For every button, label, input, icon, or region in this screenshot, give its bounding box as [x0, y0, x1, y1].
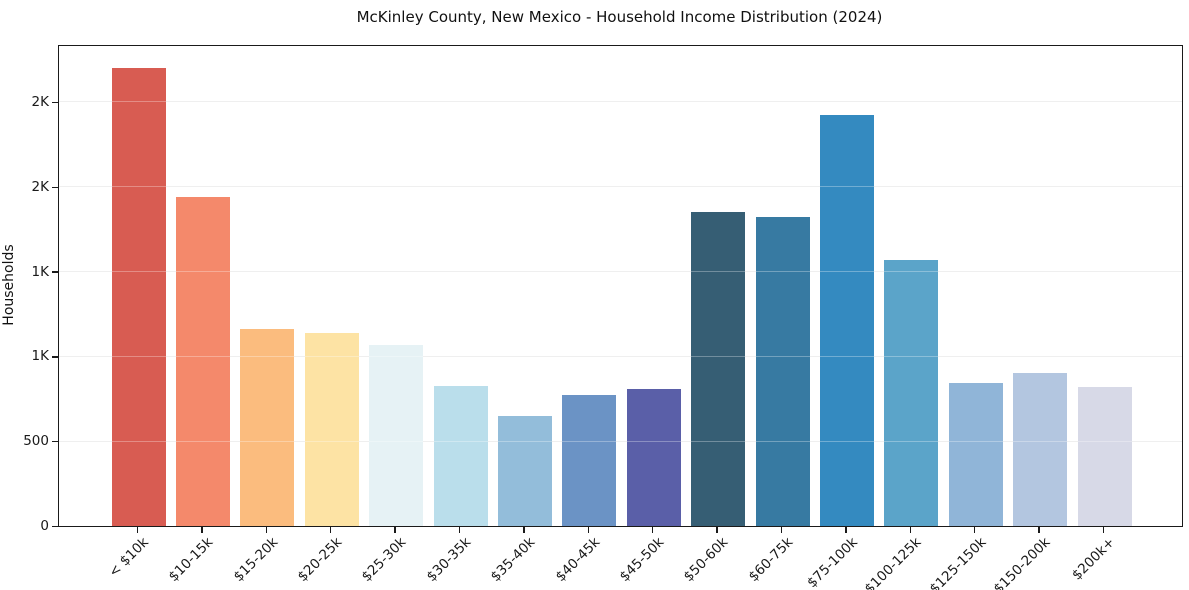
gridline-1000 [59, 355, 1182, 357]
x-tick-mark [458, 527, 461, 533]
bar-30-35k [433, 386, 488, 526]
x-tick-label: $35-40k [487, 534, 539, 585]
bar-20-25k [304, 332, 359, 526]
gridline-1500 [59, 271, 1182, 273]
bar-75-100k [819, 114, 874, 526]
x-tick-mark [973, 527, 976, 533]
x-tick-mark [136, 527, 139, 533]
y-tick-mark [52, 271, 58, 273]
x-tick-label: $45-50k [616, 534, 668, 585]
chart-title: McKinley County, New Mexico - Household … [356, 8, 883, 26]
bar-40-45k [562, 395, 617, 526]
y-tick-mark [52, 525, 58, 528]
x-tick-mark [201, 527, 203, 533]
bar-50-60k [691, 212, 746, 526]
x-tick-label: $15-20k [230, 534, 281, 585]
y-tick-label: 500 [23, 433, 49, 450]
x-tick-label: $100-125k [862, 534, 925, 590]
y-tick-mark [52, 356, 58, 358]
bar-200k [1077, 386, 1132, 526]
y-tick-label: 0 [40, 518, 49, 534]
bar-60-75k [755, 217, 810, 526]
x-tick-label: $60-75k [745, 534, 797, 585]
bar-150-200k [1013, 373, 1068, 526]
x-tick-mark [845, 527, 847, 533]
x-tick-mark [523, 527, 525, 533]
x-tick-mark [265, 527, 268, 533]
x-tick-mark [1102, 527, 1105, 533]
x-tick-label: < $10k [106, 534, 153, 581]
gridline-500 [59, 440, 1182, 442]
x-tick-mark [716, 527, 718, 533]
x-tick-label: $10-15k [165, 534, 217, 585]
x-tick-label: $25-30k [359, 534, 410, 585]
gridline-2000 [59, 186, 1182, 188]
x-tick-mark [1038, 527, 1040, 533]
bar-45-50k [626, 388, 681, 526]
gridline-2500 [59, 101, 1182, 103]
bar-15-20k [240, 329, 295, 526]
y-axis-label: Households [1, 244, 17, 326]
y-tick-label: 1K [31, 348, 49, 365]
x-tick-label: $20-25k [294, 534, 346, 585]
x-tick-mark [651, 527, 654, 533]
x-tick-label: $150-200k [990, 534, 1054, 590]
gridline-500 [59, 440, 1182, 442]
bar-100-125k [884, 259, 939, 526]
x-tick-label: $75-100k [803, 534, 861, 590]
x-tick-mark [394, 527, 396, 533]
plot-area [58, 45, 1183, 527]
y-tick-mark [52, 101, 58, 104]
bar-10-15k [175, 196, 230, 526]
x-tick-mark [587, 527, 590, 533]
bar-35-40k [497, 415, 552, 526]
bar-25-30k [369, 344, 424, 526]
x-tick-mark [780, 527, 783, 533]
gridline-2000 [59, 186, 1182, 188]
bar-125-150k [948, 382, 1003, 526]
x-tick-label: $30-35k [423, 534, 475, 585]
y-tick-label: 2K [31, 178, 49, 195]
x-tick-label: $125-150k [926, 534, 990, 590]
y-tick-label: 1K [31, 263, 49, 280]
x-tick-mark [329, 527, 332, 533]
gridline-2500 [59, 101, 1182, 103]
y-tick-mark [52, 186, 58, 189]
gridline-1500 [59, 271, 1182, 273]
y-tick-mark [52, 440, 58, 443]
x-tick-label: $40-45k [552, 534, 603, 585]
y-tick-label: 2K [31, 93, 49, 110]
x-tick-label: $50-60k [681, 534, 732, 585]
x-tick-label: $200k+ [1068, 534, 1119, 584]
bar-10k [111, 68, 166, 526]
x-tick-mark [909, 527, 912, 533]
gridline-1000 [59, 355, 1182, 357]
